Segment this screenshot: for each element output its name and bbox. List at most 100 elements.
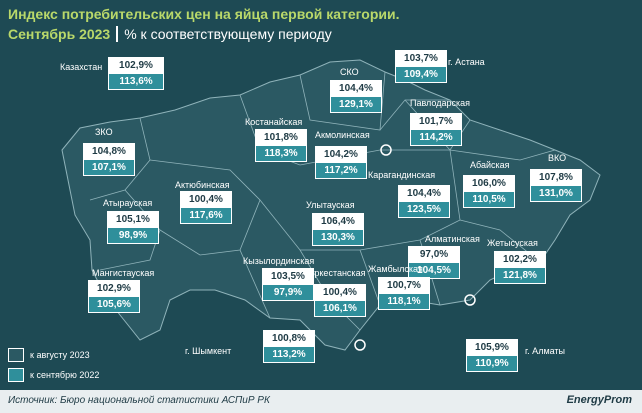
region-name: Карагандинская: [368, 170, 436, 180]
value-aug: 100,4%: [180, 191, 232, 208]
legend-item: к сентябрю 2022: [8, 368, 99, 382]
region-values: 105,9% 110,9%: [466, 339, 518, 372]
period: Сентябрь 2023: [8, 26, 119, 42]
region-values: 100,7% 118,1%: [378, 277, 430, 310]
region-name: Атырауская: [103, 198, 153, 208]
region-name: г. Астана: [448, 57, 485, 67]
value-sep: 107,1%: [83, 160, 135, 176]
value-aug: 107,8%: [530, 169, 582, 186]
value-sep: 106,1%: [314, 301, 366, 317]
value-aug: 100,4%: [314, 284, 366, 301]
value-sep: 98,9%: [107, 228, 159, 244]
region-name: СКО: [340, 67, 359, 77]
region-values: 106,4% 130,3%: [312, 213, 364, 246]
value-sep: 117,6%: [180, 208, 232, 224]
region-values: 101,7% 114,2%: [410, 113, 462, 146]
region-name: Кызылординская: [243, 256, 315, 266]
value-aug: 104,4%: [330, 80, 382, 97]
region-values: 104,8% 107,1%: [83, 143, 135, 176]
value-aug: 103,7%: [395, 50, 447, 67]
source: Источник: Бюро национальной статистики А…: [8, 395, 270, 406]
value-sep: 114,2%: [410, 130, 462, 146]
value-aug: 104,8%: [83, 143, 135, 160]
region-name: Костанайская: [245, 117, 303, 127]
value-aug: 106,4%: [312, 213, 364, 230]
value-sep: 130,3%: [312, 230, 364, 246]
value-aug: 104,2%: [315, 146, 367, 163]
region-name: Абайская: [470, 160, 510, 170]
value-sep: 97,9%: [262, 285, 314, 301]
region-name: Жамбылская: [368, 264, 423, 274]
astana-marker: [380, 144, 392, 156]
region-name: Алматинская: [425, 234, 480, 244]
value-aug: 102,9%: [108, 57, 164, 74]
region-values: 103,7% 109,4%: [395, 50, 447, 83]
logo: EnergyProm: [566, 394, 632, 406]
value-sep: 118,3%: [255, 146, 307, 162]
value-sep: 109,4%: [395, 67, 447, 83]
title: Индекс потребительских цен на яйца перво…: [8, 6, 400, 22]
region-name: г. Шымкент: [185, 346, 232, 356]
value-sep: 110,5%: [463, 192, 515, 208]
region-name: Акмолинская: [315, 130, 370, 140]
value-sep: 110,9%: [466, 356, 518, 372]
legend-label: к сентябрю 2022: [30, 370, 100, 380]
value-aug: 102,9%: [88, 280, 140, 297]
legend-item: к августу 2023: [8, 348, 90, 362]
value-sep: 117,2%: [315, 163, 367, 179]
region-values: 104,4% 129,1%: [330, 80, 382, 113]
value-aug: 103,5%: [262, 268, 314, 285]
region-values: 102,2% 121,8%: [494, 251, 546, 284]
subtitle: Сентябрь 2023 % к соответствующему перио…: [8, 26, 332, 42]
value-sep: 121,8%: [494, 268, 546, 284]
legend-label: к августу 2023: [30, 350, 90, 360]
value-sep: 118,1%: [378, 294, 430, 310]
value-sep: 129,1%: [330, 97, 382, 113]
almaty-marker: [464, 294, 476, 306]
value-aug: 104,4%: [398, 185, 450, 202]
region-values: 102,9% 105,6%: [88, 280, 140, 313]
value-sep: 113,6%: [108, 74, 164, 90]
region-values: 104,4% 123,5%: [398, 185, 450, 218]
value-aug: 105,1%: [107, 211, 159, 228]
value-sep: 123,5%: [398, 202, 450, 218]
region-values: 105,1% 98,9%: [107, 211, 159, 244]
value-aug: 106,0%: [463, 175, 515, 192]
value-aug: 102,2%: [494, 251, 546, 268]
value-sep: 113,2%: [263, 347, 315, 363]
region-values: 100,4% 106,1%: [314, 284, 366, 317]
region-name: г. Алматы: [525, 346, 566, 356]
region-name: Улытауская: [306, 200, 355, 210]
region-values: 103,5% 97,9%: [262, 268, 314, 301]
region-name: Туркестанская: [305, 268, 366, 278]
region-values: 100,8% 113,2%: [263, 330, 315, 363]
value-aug: 97,0%: [408, 246, 460, 263]
region-name: Мангистауская: [92, 268, 155, 278]
region-values: 102,9% 113,6%: [108, 57, 164, 90]
value-aug: 101,7%: [410, 113, 462, 130]
region-name: ЗКО: [95, 127, 113, 137]
legend-swatch: [8, 368, 24, 382]
region-values: 100,4% 117,6%: [180, 191, 232, 224]
value-aug: 101,8%: [255, 129, 307, 146]
region-name: Актюбинская: [175, 180, 230, 190]
region-name: ВКО: [548, 153, 567, 163]
region-values: 101,8% 118,3%: [255, 129, 307, 162]
value-aug: 105,9%: [466, 339, 518, 356]
value-sep: 104,5%: [408, 263, 460, 279]
shymkent-marker: [354, 339, 366, 351]
value-sep: 131,0%: [530, 186, 582, 202]
unit-note: % к соответствующему периоду: [124, 26, 332, 42]
region-values: 106,0% 110,5%: [463, 175, 515, 208]
value-aug: 100,8%: [263, 330, 315, 347]
footer: Источник: Бюро национальной статистики А…: [0, 390, 642, 413]
region-name: Павлодарская: [410, 98, 470, 108]
region-values: 107,8% 131,0%: [530, 169, 582, 202]
legend-swatch: [8, 348, 24, 362]
value-aug: 100,7%: [378, 277, 430, 294]
region-values: 97,0% 104,5%: [408, 246, 460, 279]
region-values: 104,2% 117,2%: [315, 146, 367, 179]
value-sep: 105,6%: [88, 297, 140, 313]
region-name: Казахстан: [60, 62, 103, 72]
